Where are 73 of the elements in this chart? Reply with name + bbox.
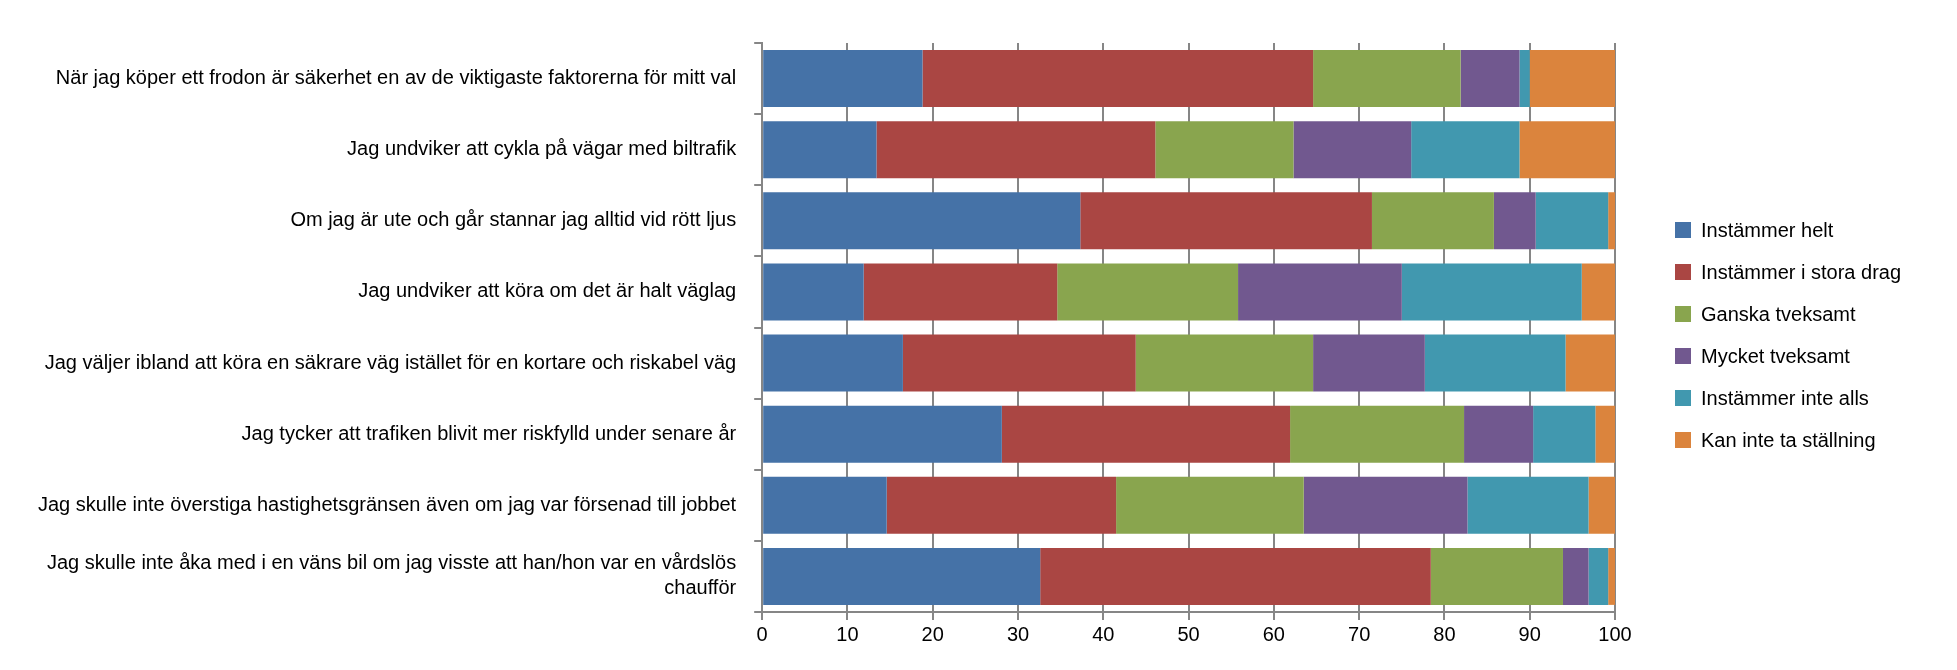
bar (1290, 405, 1465, 463)
y-tick-label: Jag skulle inte överstiga hastighetsgränsen även om jag var försenad till jobbet (38, 492, 737, 515)
bar (1464, 405, 1534, 463)
bar (763, 547, 1041, 605)
bar (1460, 50, 1520, 108)
bar (1303, 476, 1468, 534)
x-tick-label: 50 (1177, 622, 1200, 645)
x-tick-label: 40 (1092, 622, 1115, 645)
legend-label: Instämmer inte alls (1701, 386, 1869, 410)
legend-label: Instämmer i stora drag (1701, 260, 1902, 284)
bar (922, 50, 1314, 108)
bar (763, 476, 887, 534)
x-tick-label: 90 (1518, 622, 1541, 645)
bar (1135, 334, 1314, 392)
bar (1430, 547, 1563, 605)
bar (763, 263, 864, 321)
bar (1608, 192, 1615, 250)
bar (1424, 334, 1566, 392)
bar (763, 192, 1081, 250)
bar (1001, 405, 1291, 463)
x-tick-label: 30 (1006, 622, 1030, 645)
bar (1401, 263, 1582, 321)
x-tick-label: 100 (1598, 622, 1632, 645)
bar (763, 334, 903, 392)
legend-label: Instämmer helt (1701, 218, 1834, 242)
bar (1519, 50, 1530, 108)
bar (1565, 334, 1615, 392)
bar (1529, 50, 1615, 108)
bar (1581, 263, 1615, 321)
bar (1467, 476, 1589, 534)
bar (1116, 476, 1304, 534)
bar (902, 334, 1136, 392)
bar (876, 121, 1156, 179)
legend-label: Ganska tveksamt (1701, 302, 1856, 326)
y-tick-label: Jag tycker att trafiken blivit mer riskfylld under senare år (241, 421, 737, 444)
bar (1238, 263, 1402, 321)
bar (1588, 476, 1615, 534)
x-tick-label: 70 (1348, 622, 1371, 645)
bar (886, 476, 1117, 534)
y-tick-label: Jag undviker att cykla på vägar med biltrafik (347, 137, 738, 160)
legend-label: Kan inte ta ställning (1701, 428, 1876, 452)
bar (1371, 192, 1494, 250)
y-tick-label: Jag skulle inte åka med i en väns bil om jag visste att han/hon var en vårdslös chaufför (46, 551, 737, 599)
bar (1293, 121, 1412, 179)
bar (1608, 547, 1615, 605)
bar (1155, 121, 1294, 179)
x-tick-label: 20 (921, 622, 944, 645)
bar (763, 121, 877, 179)
bar (1493, 192, 1536, 250)
x-tick-label: 80 (1433, 622, 1456, 645)
y-tick-label: Jag undviker att köra om det är halt väglag (358, 279, 737, 302)
bar (1519, 121, 1615, 179)
bar (1313, 334, 1425, 392)
bar (1313, 50, 1461, 108)
legend-label: Mycket tveksamt (1701, 344, 1850, 368)
bar (1533, 405, 1596, 463)
x-tick-label: 10 (836, 622, 859, 645)
y-tick-label: Om jag är ute och går stannar jag alltid vid rött ljus (290, 208, 737, 231)
y-tick-label: Jag väljer ibland att köra en säkrare väg istället för en kortare och riskabel väg (44, 350, 737, 373)
x-tick-label: 60 (1262, 622, 1285, 645)
bar (863, 263, 1058, 321)
bar (1080, 192, 1372, 250)
bar (763, 50, 923, 108)
bar (1562, 547, 1589, 605)
bar (1588, 547, 1609, 605)
bar (763, 405, 1002, 463)
x-tick-label: 0 (756, 622, 768, 645)
bar (1535, 192, 1609, 250)
y-tick-label: När jag köper ett frodon är säkerhet en av de viktigaste faktorerna för mitt val (55, 66, 737, 89)
bar (1595, 405, 1615, 463)
bar (1057, 263, 1239, 321)
bar (1040, 547, 1431, 605)
bar (1411, 121, 1520, 179)
